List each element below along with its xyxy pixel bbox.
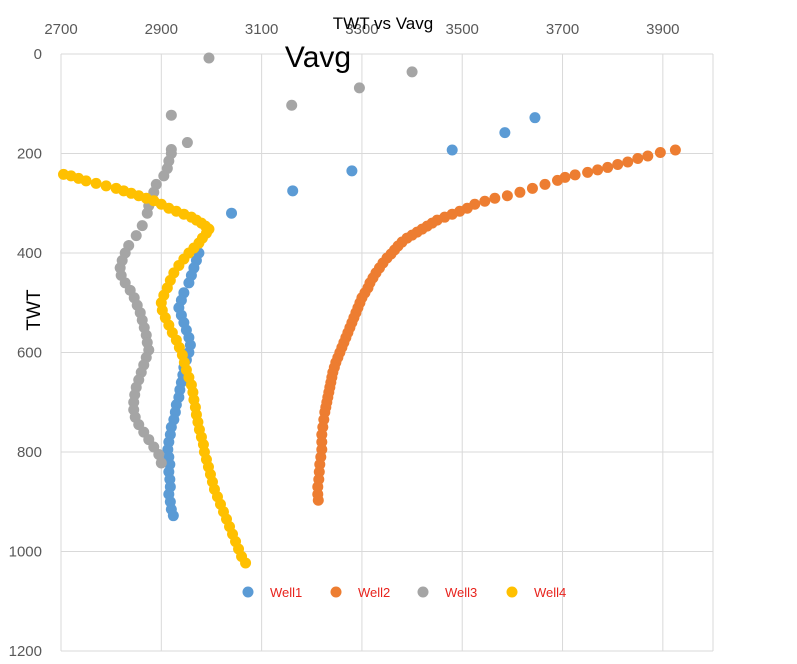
legend-marker-well4 [506,586,518,598]
legend-marker-well2 [330,586,342,598]
x-tick-label: 2900 [145,21,178,38]
data-point-well2 [602,161,614,173]
data-point-well3 [203,52,215,64]
x-tick-label: 3100 [245,21,278,38]
data-point-well3 [141,207,153,219]
data-point-well3 [155,457,167,469]
y-tick-label: 200 [17,146,42,163]
data-point-well3 [165,109,177,121]
data-points [58,52,681,569]
legend: Well1 Well2 Well3 Well4 [242,585,566,600]
data-point-well3 [181,137,193,149]
data-point-well2 [622,156,634,168]
data-point-well2 [612,158,624,170]
chart-annotation: Vavg [285,41,351,74]
data-point-well3 [130,230,142,242]
data-point-well3 [353,82,365,94]
data-point-well1 [183,277,195,289]
x-tick-label: 3900 [646,21,679,38]
data-point-well3 [158,170,170,182]
data-point-well1 [346,165,358,177]
y-tick-label: 400 [17,245,42,262]
data-point-well2 [514,186,526,198]
data-point-well2 [526,182,538,194]
data-point-well3 [286,99,298,111]
y-axis-label: TWT [24,289,45,331]
chart-title: TWT vs Vavg [333,14,433,33]
data-point-well2 [489,192,501,204]
data-point-well4 [240,557,252,569]
data-point-well2 [592,164,604,176]
data-point-well2 [642,150,654,162]
y-tick-label: 0 [34,46,42,63]
data-point-well1 [529,112,541,124]
x-tick-label: 3700 [546,21,579,38]
data-point-well2 [479,195,491,207]
data-point-well1 [446,144,458,156]
y-tick-label: 1200 [9,643,42,660]
legend-marker-well3 [417,586,429,598]
x-tick-label: 3500 [446,21,479,38]
data-point-well2 [654,147,666,159]
grid-lines [60,53,714,652]
data-point-well1 [167,510,179,522]
data-point-well2 [539,178,551,190]
legend-label-well2: Well2 [358,585,390,600]
data-point-well2 [552,174,564,186]
y-tick-label: 800 [17,444,42,461]
x-tick-label: 2700 [44,21,77,38]
legend-label-well3: Well3 [445,585,477,600]
data-point-well2 [501,190,513,202]
data-point-well2 [582,166,594,178]
legend-label-well1: Well1 [270,585,302,600]
data-point-well4 [80,175,92,187]
legend-marker-well1 [242,586,254,598]
data-point-well3 [406,66,418,78]
data-point-well2 [669,144,681,156]
data-point-well3 [153,448,165,460]
legend-label-well4: Well4 [534,585,566,600]
axes: 2700 2900 3100 3300 3500 3700 3900 0 200 400 600 80… [9,21,680,660]
data-point-well4 [90,177,102,189]
data-point-well1 [287,185,299,197]
data-point-well2 [569,169,581,181]
data-point-well1 [499,127,511,139]
data-point-well2 [632,152,644,164]
y-tick-label: 600 [17,345,42,362]
data-point-well1 [226,207,238,219]
data-point-well4 [100,180,112,192]
data-point-well3 [136,220,148,232]
x-tick-label: 3300 [345,21,378,38]
data-point-well2 [312,494,324,506]
y-tick-label: 1000 [9,544,42,561]
